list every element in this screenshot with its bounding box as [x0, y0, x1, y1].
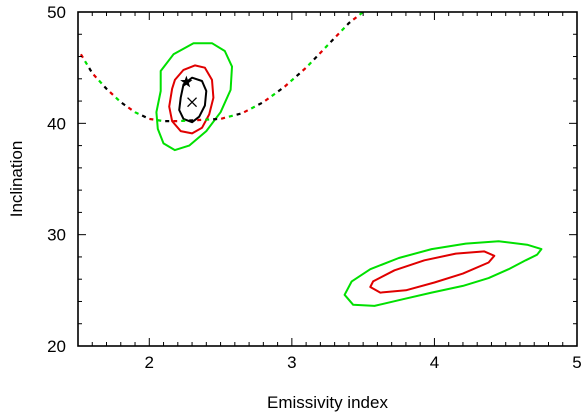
cross-marker [187, 97, 198, 108]
y-tick-label: 40 [47, 114, 66, 133]
dashed-curve-black [79, 12, 364, 123]
x-tick-label: 3 [287, 353, 296, 372]
contour-upper-black [178, 76, 208, 124]
contour-upper-green [155, 42, 233, 152]
x-tick-label: 5 [572, 353, 581, 372]
contour-upper-red [168, 64, 215, 135]
dashed-curve-red [79, 12, 364, 123]
x-axis-label: Emissivity index [267, 393, 388, 412]
dashed-curve-green [79, 12, 364, 123]
x-tick-label: 4 [430, 353, 439, 372]
star-marker [180, 75, 193, 88]
contour-lower-green [343, 240, 543, 307]
y-tick-label: 30 [47, 226, 66, 245]
contour-lower-red [369, 250, 496, 294]
y-tick-label: 20 [47, 337, 66, 356]
y-tick-label: 50 [47, 3, 66, 22]
y-axis-label: Inclination [7, 141, 26, 218]
x-tick-label: 2 [145, 353, 154, 372]
plot-frame [77, 11, 578, 347]
